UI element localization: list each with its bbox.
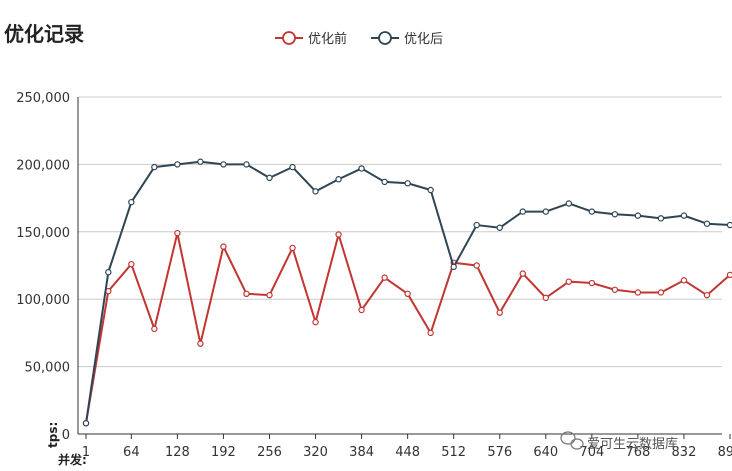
data-point [151,163,158,171]
data-point [335,231,342,238]
x-tick-label: 832 [672,445,697,460]
y-tick-label: 250,000 [16,91,70,106]
data-point [243,290,250,298]
data-point [496,224,503,231]
axes: 0 50,000 100,000 150,000 200,000 250,000 1 64 12… [16,91,732,460]
data-point [565,278,573,285]
watermark: 爱可生云数据库 [560,431,678,452]
data-point [726,271,732,279]
data-point [289,163,296,171]
legend-item[interactable]: 优化后 [371,31,443,47]
data-point [404,180,411,187]
y-tick-label: 50,000 [25,361,71,376]
data-point [542,294,549,302]
x-tick-label: 704 [579,445,604,460]
legend-label: 优化后 [404,32,443,47]
data-point [197,158,204,165]
data-point [151,325,158,333]
data-point [703,220,711,227]
data-point [174,161,181,168]
legend-item[interactable]: 优化前 [275,31,347,47]
data-point [266,291,273,299]
legend-label: 优化前 [308,31,347,47]
data-point [381,178,388,186]
x-tick-label: 320 [303,445,328,460]
data-point [128,198,135,206]
data-point [588,208,596,215]
data-point [82,420,90,427]
x-tick-label: 512 [441,445,466,460]
y-tick-label: 0 [62,428,70,443]
data-point [358,165,365,172]
data-point [519,208,526,215]
data-point [657,289,665,296]
data-point [197,340,204,347]
data-point [174,229,181,237]
data-point [634,212,642,219]
x-tick-label: 384 [349,445,374,460]
data-point [565,200,573,207]
y-tick-label: 200,000 [16,158,70,173]
data-point [726,221,732,229]
x-tick-label: 1 [82,445,90,460]
data-point [657,215,665,222]
x-tick-label: 768 [625,445,650,460]
x-tick-label: 896 [718,445,732,460]
x-tick-label: 128 [165,445,190,460]
data-point [611,286,619,293]
x-tick-label: 640 [533,445,558,460]
data-point [473,221,480,229]
data-point [611,211,619,218]
chart-title: 优化记录 [4,22,84,46]
data-point [473,262,480,269]
data-point [105,269,112,276]
data-point [404,290,411,298]
series-1 [82,229,732,427]
data-point [427,329,434,337]
series-layer [82,158,732,427]
series-2 [82,158,732,427]
series-line [85,232,731,424]
data-point [381,274,388,281]
data-point [312,318,319,326]
x-tick-label: 256 [257,445,282,460]
data-point [220,161,227,168]
x-tick-label: 192 [211,445,236,460]
legend[interactable]: 优化前 优化后 [275,31,443,47]
x-tick-label: 576 [487,445,512,460]
data-point [496,309,503,316]
data-point [680,277,688,284]
x-tick-label: 448 [395,445,420,460]
x-tick-label: 64 [123,445,140,460]
legend-marker [282,31,296,45]
data-point [680,212,688,219]
legend-marker [378,31,392,45]
data-point [542,208,549,215]
data-point [128,260,135,268]
data-point [220,243,227,250]
data-point [243,161,250,168]
watermark-text: 爱可生云数据库 [587,436,678,452]
data-point [703,291,711,299]
wechat-icon [560,431,584,450]
y-tick-label: 150,000 [16,226,70,241]
data-point [588,279,596,287]
data-point [450,263,457,271]
data-point [289,244,296,252]
data-point [634,289,642,296]
data-point [335,176,342,183]
data-point [519,270,526,277]
x-axis-label: 并发: [58,452,87,467]
data-point [266,174,273,182]
data-point [358,306,365,314]
y-axis-label: tps: [46,422,60,448]
y-tick-label: 100,000 [16,293,70,308]
data-point [427,186,434,194]
data-point [312,188,319,195]
